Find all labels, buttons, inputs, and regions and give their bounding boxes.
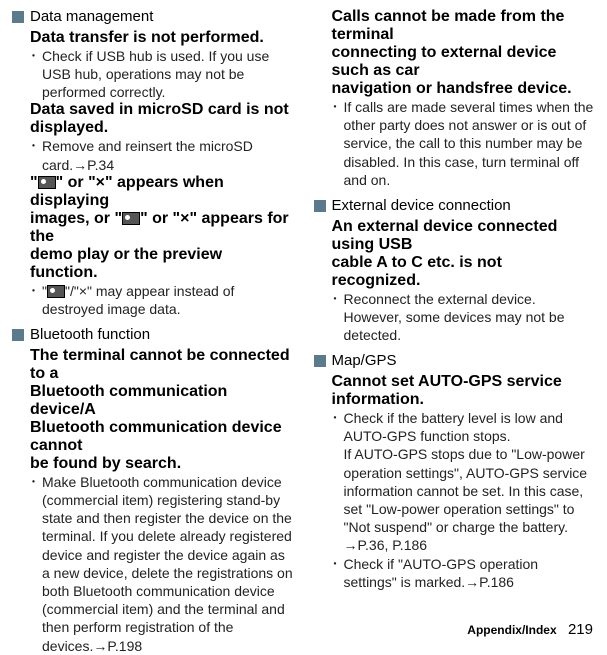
bold-line: be found by search. xyxy=(30,455,181,472)
bold-line: "" or "×" appears when displaying xyxy=(30,174,294,210)
bullet: ･ Remove and reinsert the microSD card.→… xyxy=(30,137,294,173)
section-title: Map/GPS xyxy=(332,352,397,371)
bullet-dot: ･ xyxy=(30,137,37,173)
bullet-dot: ･ xyxy=(332,290,339,345)
bold-line: demo play or the preview function. xyxy=(30,246,222,281)
section-title: External device connection xyxy=(332,197,511,216)
bold-line: Cannot set AUTO-GPS service xyxy=(332,373,562,390)
bold-line: navigation or handsfree device. xyxy=(332,80,572,97)
square-icon xyxy=(314,200,326,212)
bullet-text: Reconnect the external device. However, … xyxy=(344,290,596,345)
bold-line: connecting to external device such as ca… xyxy=(332,44,557,79)
bold-line: Data saved in microSD card is not xyxy=(30,101,289,118)
page-number: 219 xyxy=(568,621,593,638)
bullet-text: Check if the battery level is low and AU… xyxy=(344,409,596,555)
bold-line: cable A to C etc. is not recognized. xyxy=(332,254,502,289)
bold-line: images, or "" or "×" appears for the xyxy=(30,210,294,246)
text: images, or " xyxy=(30,210,122,227)
footer: Appendix/Index 219 xyxy=(467,621,593,638)
section-title: Data management xyxy=(30,8,153,27)
bullet-dot: ･ xyxy=(332,555,339,591)
bold-line: An external device connected using USB xyxy=(332,218,558,253)
bullet-dot: ･ xyxy=(332,98,339,189)
bullet: ･ Check if "AUTO-GPS operation settings"… xyxy=(332,555,596,591)
image-icon xyxy=(47,285,65,298)
bullet: ･ Check if USB hub is used. If you use U… xyxy=(30,47,294,102)
bold-line: displayed. xyxy=(30,119,108,136)
bold-line: Calls cannot be made from the terminal xyxy=(332,8,565,43)
square-icon xyxy=(12,329,24,341)
bullet-text: If calls are made several times when the… xyxy=(344,98,596,189)
footer-label: Appendix/Index xyxy=(467,623,556,637)
bullet-dot: ･ xyxy=(30,47,37,102)
bullet: ･ ""/"×" may appear instead of destroyed… xyxy=(30,282,294,318)
section-external-device: External device connection xyxy=(314,197,596,216)
bold-line: information. xyxy=(332,391,424,408)
bullet-text: Check if "AUTO-GPS operation settings" i… xyxy=(344,555,596,591)
text: " or "×" appears when displaying xyxy=(30,174,224,209)
bullet-text: ""/"×" may appear instead of destroyed i… xyxy=(42,282,294,318)
image-icon xyxy=(122,212,140,225)
bullet: ･ If calls are made several times when t… xyxy=(332,98,596,189)
right-column: Calls cannot be made from the terminal c… xyxy=(314,8,596,655)
bold-line: The terminal cannot be connected to a xyxy=(30,347,290,382)
section-map-gps: Map/GPS xyxy=(314,352,596,371)
bullet-dot: ･ xyxy=(332,409,339,555)
square-icon xyxy=(314,355,326,367)
text: " xyxy=(30,174,38,191)
text: If AUTO-GPS stops due to "Low-power oper… xyxy=(344,446,588,553)
section-title: Bluetooth function xyxy=(30,326,150,345)
square-icon xyxy=(12,11,24,23)
bullet-dot: ･ xyxy=(30,473,37,655)
bold-line: Bluetooth communication device/A xyxy=(30,383,227,418)
page: Data management Data transfer is not per… xyxy=(0,0,607,655)
text: Check if the battery level is low and AU… xyxy=(344,410,563,444)
section-data-management: Data management xyxy=(12,8,294,27)
bullet-text: Check if USB hub is used. If you use USB… xyxy=(42,47,294,102)
bullet: ･ Make Bluetooth communication device (c… xyxy=(30,473,294,655)
image-icon xyxy=(38,176,56,189)
left-column: Data management Data transfer is not per… xyxy=(12,8,294,655)
bold-line: Data transfer is not performed. xyxy=(30,29,264,46)
bullet: ･ Reconnect the external device. However… xyxy=(332,290,596,345)
section-bluetooth: Bluetooth function xyxy=(12,326,294,345)
bullet-dot: ･ xyxy=(30,282,37,318)
bullet: ･ Check if the battery level is low and … xyxy=(332,409,596,555)
bullet-text: Remove and reinsert the microSD card.→P.… xyxy=(42,137,294,173)
bullet-text: Make Bluetooth communication device (com… xyxy=(42,473,294,655)
bold-line: Bluetooth communication device cannot xyxy=(30,419,282,454)
text: "/"×" may appear instead of destroyed im… xyxy=(42,283,234,317)
